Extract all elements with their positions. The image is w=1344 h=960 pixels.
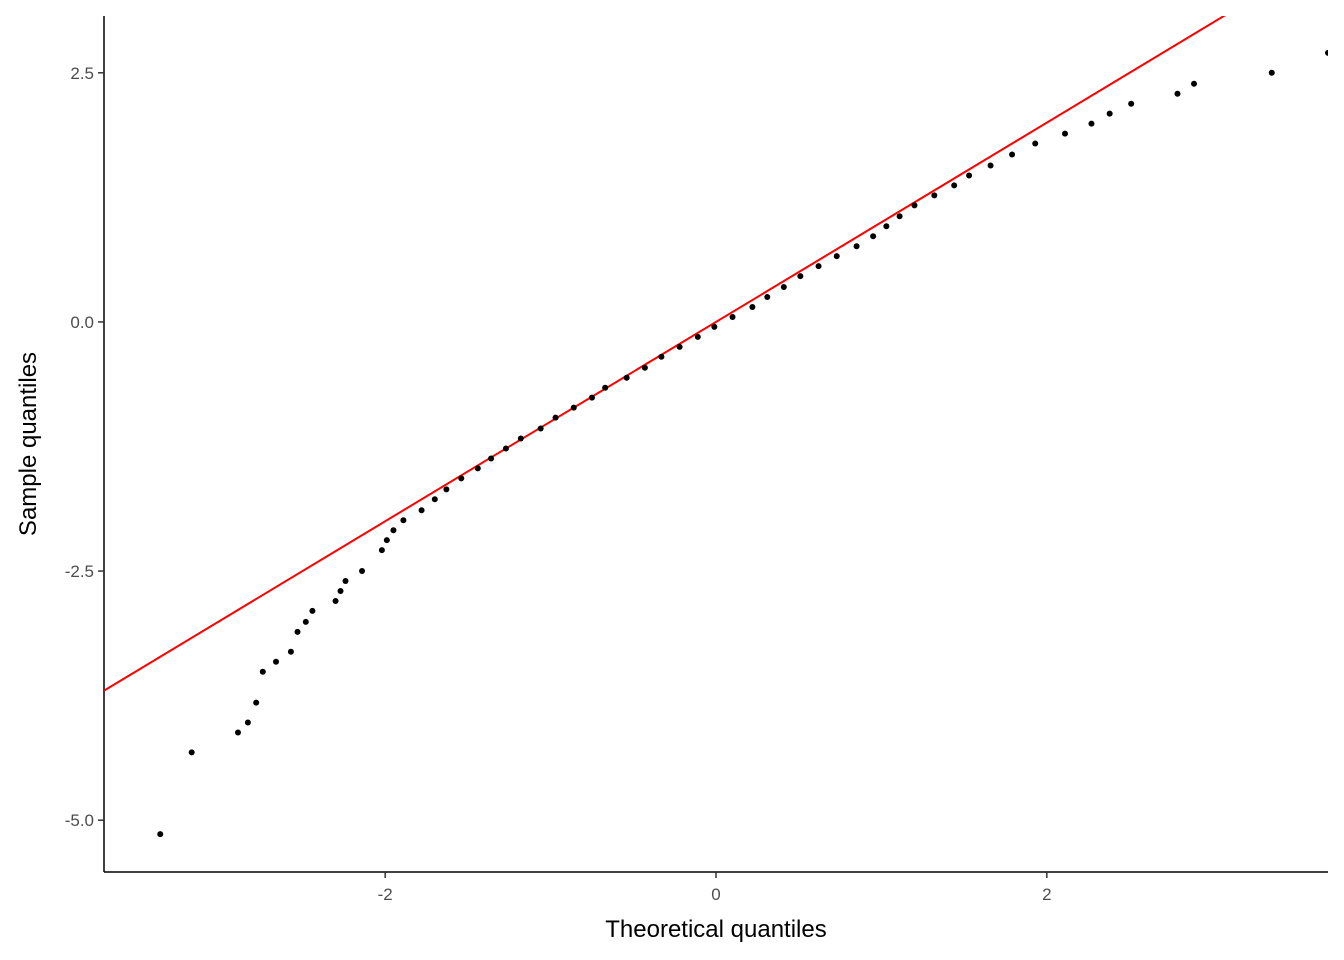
point xyxy=(641,364,648,371)
point xyxy=(931,192,938,199)
y-axis-title: Sample quantiles xyxy=(15,352,42,536)
point xyxy=(729,313,736,320)
point xyxy=(383,537,390,544)
point xyxy=(749,303,756,310)
x-axis-title: Theoretical quantiles xyxy=(605,916,826,943)
point xyxy=(588,394,595,401)
point xyxy=(1268,69,1275,76)
point xyxy=(302,618,309,625)
point xyxy=(896,213,903,220)
point xyxy=(797,273,804,280)
point xyxy=(157,831,164,838)
point xyxy=(309,607,316,614)
point xyxy=(1191,80,1198,87)
point xyxy=(815,263,822,270)
point xyxy=(1128,100,1135,107)
point xyxy=(966,172,973,179)
point xyxy=(1325,49,1328,56)
point xyxy=(474,465,481,472)
point xyxy=(537,425,544,432)
point xyxy=(443,486,450,493)
x-tick-label: 2 xyxy=(1042,885,1051,904)
point xyxy=(1032,140,1039,147)
point xyxy=(1062,130,1069,137)
point xyxy=(676,343,683,350)
point xyxy=(570,404,577,411)
point xyxy=(883,223,890,230)
point xyxy=(987,162,994,169)
x-tick-label: -2 xyxy=(378,885,393,904)
point xyxy=(259,668,266,675)
point xyxy=(911,202,918,209)
point xyxy=(400,517,407,524)
point xyxy=(764,294,771,301)
point xyxy=(188,749,195,756)
point xyxy=(1106,110,1113,117)
point xyxy=(853,243,860,250)
point xyxy=(342,578,349,585)
y-tick-label: 2.5 xyxy=(70,64,94,83)
point xyxy=(378,547,385,554)
point xyxy=(1088,120,1095,127)
point xyxy=(517,435,524,442)
point xyxy=(623,374,630,381)
point xyxy=(458,475,465,482)
point xyxy=(431,496,438,503)
x-tick-label: 0 xyxy=(711,885,720,904)
point xyxy=(390,527,397,534)
point xyxy=(951,182,958,189)
point xyxy=(244,719,251,726)
reference-line xyxy=(104,16,1226,692)
point xyxy=(711,323,718,330)
point xyxy=(502,445,509,452)
point xyxy=(418,507,425,514)
point xyxy=(1009,151,1016,158)
point xyxy=(1174,90,1181,97)
point xyxy=(488,455,495,462)
point xyxy=(359,568,366,575)
point xyxy=(234,729,241,736)
point xyxy=(337,587,344,594)
y-tick-label: -2.5 xyxy=(65,562,94,581)
point xyxy=(602,384,609,391)
point xyxy=(273,658,280,665)
point xyxy=(552,414,559,421)
y-tick-label: 0.0 xyxy=(70,313,94,332)
point xyxy=(332,597,339,604)
point xyxy=(294,628,301,635)
point xyxy=(287,648,294,655)
point xyxy=(658,353,665,360)
point xyxy=(253,699,260,706)
point xyxy=(833,253,840,260)
point xyxy=(694,333,701,340)
y-tick-label: -5.0 xyxy=(65,811,94,830)
point xyxy=(870,233,877,240)
point xyxy=(780,284,787,291)
